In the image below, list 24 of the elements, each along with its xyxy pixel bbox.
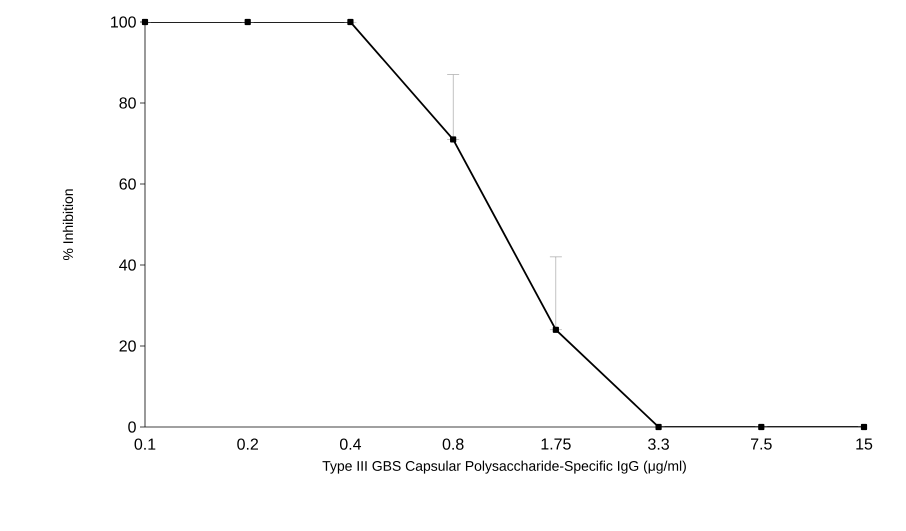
y-tick-label: 20 <box>120 340 136 352</box>
y-axis-title: % Inhibition <box>62 189 74 260</box>
y-tick-label: 60 <box>120 178 136 190</box>
x-tick-label: 3.3 <box>648 438 669 450</box>
x-tick-label: 0.1 <box>134 438 156 450</box>
y-tick-label: 80 <box>119 97 136 109</box>
point <box>758 424 764 430</box>
x-tick-label: 0.4 <box>340 438 362 450</box>
x-tick-label: 15 <box>856 438 872 450</box>
x-tick-label: 1.75 <box>542 438 571 450</box>
point <box>860 424 868 430</box>
point <box>552 326 559 333</box>
point <box>347 18 354 26</box>
x-axis-title: Type III GBS Capsular Polysaccharide-Specific IgG (μg/ml) <box>322 460 686 474</box>
x-tick-label: 7.5 <box>751 438 772 450</box>
point <box>655 424 662 430</box>
point <box>244 18 251 26</box>
y-tick-label: 100 <box>111 16 136 28</box>
point <box>142 18 148 26</box>
x-tick-label: 0.2 <box>237 438 258 450</box>
x-tick-label: 0.8 <box>442 438 464 450</box>
y-tick-label: 40 <box>119 259 136 271</box>
y-tick-label: 0 <box>128 421 136 433</box>
point <box>450 136 456 143</box>
